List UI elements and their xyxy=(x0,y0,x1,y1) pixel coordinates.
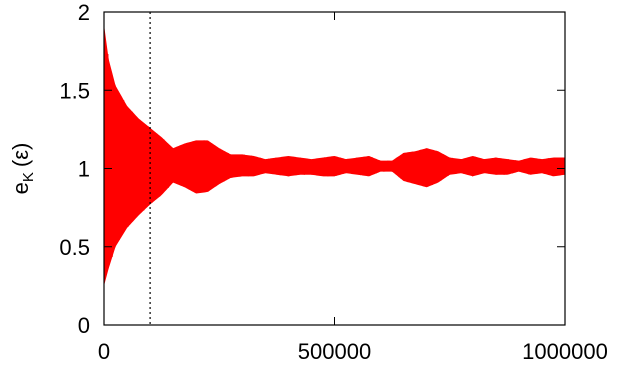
y-tick-label-1: 0.5 xyxy=(59,235,90,260)
y-tick-label-2: 1 xyxy=(78,157,90,182)
y-axis-label-base: e xyxy=(8,182,33,194)
series-0-envelope xyxy=(104,24,565,286)
axis-ticks: 0 0.5 1 1.5 2 0 500000 1000000 xyxy=(59,0,607,364)
y-tick-label-0: 0 xyxy=(78,313,90,338)
x-tick-label-2: 1000000 xyxy=(522,339,608,364)
plot-area xyxy=(103,24,566,286)
series-0-line xyxy=(103,49,566,279)
x-tick-label-0: 0 xyxy=(98,339,110,364)
x-tick-label-1: 500000 xyxy=(298,339,371,364)
y-axis-label-subscript: K xyxy=(20,172,37,182)
y-tick-label-4: 2 xyxy=(78,0,90,25)
y-tick-label-3: 1.5 xyxy=(59,78,90,103)
y-axis-label: eK (ε) xyxy=(8,143,37,195)
y-axis-label-unit: (ε) xyxy=(8,143,33,167)
